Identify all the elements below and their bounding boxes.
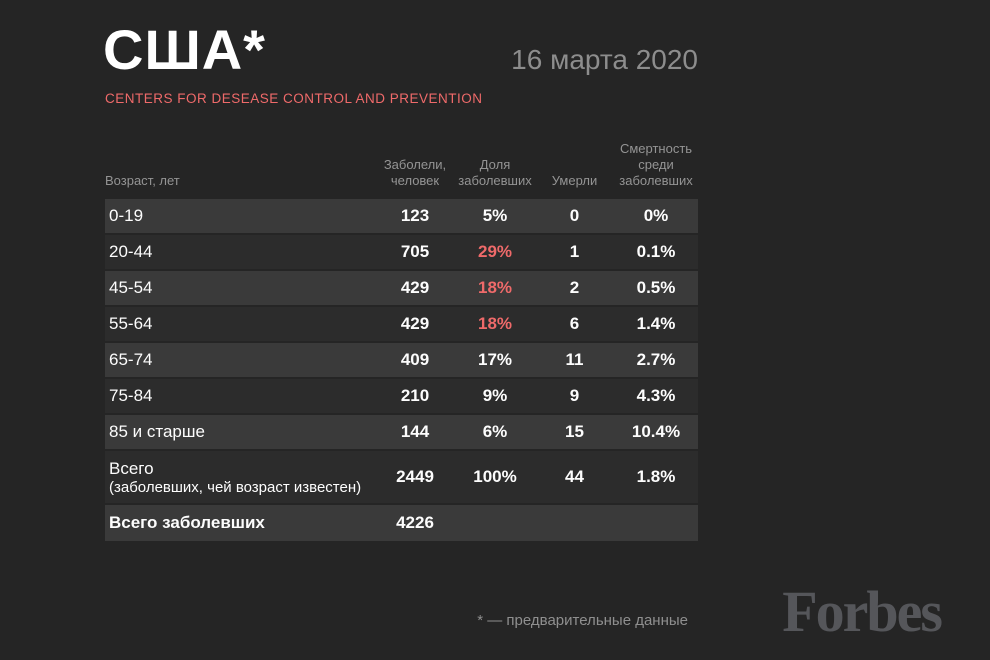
share-value: 18% — [477, 278, 513, 297]
age-label: 65-74 — [109, 350, 153, 369]
mortality-value: 0.1% — [636, 242, 676, 261]
deaths-value: 6 — [569, 314, 580, 333]
total-known-label-line1: Всего — [109, 458, 154, 478]
deaths-value: 0 — [569, 206, 580, 225]
share-value: 29% — [477, 242, 513, 261]
mortality-value: 10.4% — [631, 422, 681, 441]
cases-value: 4226 — [396, 513, 434, 532]
total-all-label: Всего заболевших — [109, 513, 265, 532]
share-value: 100% — [473, 467, 517, 486]
deaths-value: 15 — [565, 422, 584, 441]
cases-value: 409 — [400, 350, 430, 369]
age-label: 75-84 — [109, 386, 153, 405]
share-value: 17% — [477, 350, 513, 369]
table-row: 65-74 409 17% 11 2.7% — [105, 343, 698, 377]
mortality-value: 0.5% — [636, 278, 676, 297]
table-row: 55-64 429 18% 6 1.4% — [105, 307, 698, 341]
share-value: 18% — [477, 314, 513, 333]
stats-table: Возраст, лет Заболели, человек Доля забо… — [105, 136, 698, 543]
total-known-row: Всего (заболевших, чей возраст известен)… — [105, 451, 698, 503]
forbes-logo: Forbes — [782, 579, 943, 644]
deaths-value: 11 — [565, 350, 584, 369]
column-header-age: Возраст, лет — [105, 173, 180, 188]
table-header: Возраст, лет Заболели, человек Доля забо… — [105, 136, 698, 197]
cases-value: 144 — [400, 422, 430, 441]
deaths-value: 1 — [569, 242, 580, 261]
source-subtitle: CENTERS FOR DESEASE CONTROL AND PREVENTI… — [105, 91, 483, 106]
total-known-label-line2: (заболевших, чей возраст известен) — [109, 478, 362, 496]
deaths-value: 9 — [569, 386, 580, 405]
cases-value: 2449 — [396, 467, 434, 486]
table-row: 0-19 123 5% 0 0% — [105, 199, 698, 233]
age-label: 0-19 — [109, 206, 144, 225]
report-date: 16 марта 2020 — [511, 44, 698, 75]
table-row: 45-54 429 18% 2 0.5% — [105, 271, 698, 305]
share-value: 9% — [482, 386, 508, 405]
deaths-value: 44 — [565, 467, 584, 486]
column-header-cases: Заболели, человек — [383, 157, 447, 188]
mortality-value: 1.4% — [636, 314, 676, 333]
column-header-share: Доля заболевших — [458, 157, 532, 188]
column-header-mortality: Смертность среди заболевших — [619, 141, 693, 188]
page-title: США* — [103, 18, 266, 81]
mortality-value: 0% — [643, 206, 669, 225]
total-known-label: Всего (заболевших, чей возраст известен) — [105, 459, 375, 496]
footnote: * — предварительные данные — [477, 612, 688, 629]
cases-value: 123 — [400, 206, 430, 225]
column-header-deaths: Умерли — [551, 173, 598, 188]
mortality-value: 1.8% — [636, 467, 676, 486]
deaths-value: 2 — [569, 278, 580, 297]
age-label: 20-44 — [109, 242, 153, 261]
age-label: 55-64 — [109, 314, 153, 333]
cases-value: 705 — [400, 242, 430, 261]
cases-value: 429 — [400, 314, 430, 333]
share-value: 6% — [482, 422, 508, 441]
table-row: 75-84 210 9% 9 4.3% — [105, 379, 698, 413]
cases-value: 210 — [400, 386, 430, 405]
total-all-row: Всего заболевших 4226 — [105, 505, 698, 541]
age-label: 85 и старше — [109, 422, 205, 441]
table-row: 85 и старше 144 6% 15 10.4% — [105, 415, 698, 449]
mortality-value: 4.3% — [636, 386, 676, 405]
share-value: 5% — [482, 206, 508, 225]
table-row: 20-44 705 29% 1 0.1% — [105, 235, 698, 269]
age-label: 45-54 — [109, 278, 153, 297]
cases-value: 429 — [400, 278, 430, 297]
mortality-value: 2.7% — [636, 350, 676, 369]
